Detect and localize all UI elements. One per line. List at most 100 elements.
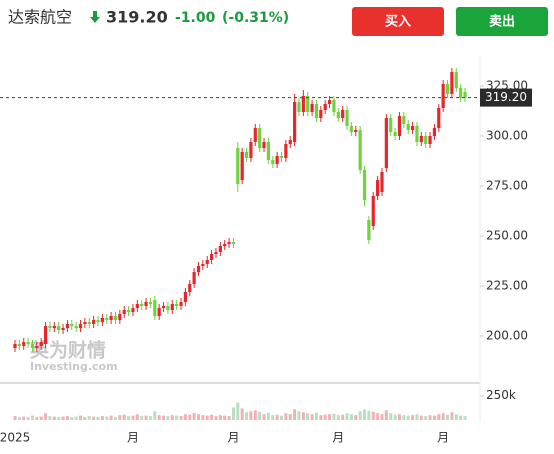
volume-bar [415,414,419,420]
candle-body [341,110,345,118]
volume-bar [214,416,218,420]
candle-body [87,322,91,324]
volume-bar [293,409,297,420]
volume-bar [428,415,432,420]
candle-body [179,302,183,306]
volume-bar [48,416,52,420]
candle-body [459,88,463,98]
volume-bar [140,416,144,420]
candle-body [205,260,209,264]
volume-bar [52,416,56,420]
volume-bar [135,414,139,420]
volume-bar [371,411,375,420]
volume-bar [406,415,410,420]
volume-bar [170,415,174,420]
candle-body [314,104,319,118]
volume-bar [349,414,353,420]
volume-bar [341,414,345,420]
candle-body [35,346,39,348]
buy-label[interactable]: 买入 [385,15,411,30]
volume-bar [35,417,39,420]
x-tick-label: 2025 [0,431,30,445]
volume-bar [92,416,96,420]
candle-body [118,314,122,320]
volume-bar [419,415,423,420]
candle-body [96,320,100,322]
volume-bar [70,417,74,420]
volume-bar [122,414,126,420]
candle-body [30,344,35,348]
volume-bar [118,415,122,420]
candle-body [109,316,113,320]
volume-bar [87,416,91,420]
candle-body [157,308,161,316]
candle-body [201,264,205,266]
volume-bar [275,414,279,420]
x-tick-label: 月 [127,431,139,445]
volume-bar [57,417,61,420]
volume-bar [336,415,340,420]
candle-body [376,180,380,196]
volume-bar [376,413,380,420]
volume-bar [284,413,288,420]
candle-body [240,152,244,180]
volume-bar [105,416,109,420]
candle-body [362,170,367,200]
y-tick-label: 250.00 [486,229,528,243]
price: 319.20 [106,8,168,27]
candle-body [105,318,109,320]
candle-body [78,324,83,328]
volume-bar [148,416,152,420]
candle-body [166,306,170,310]
x-tick-label: 月 [227,431,239,445]
candle-body [253,128,257,142]
candle-body [445,84,450,94]
buy-button[interactable] [352,7,444,36]
candle-body [135,304,139,308]
volume-bar [367,410,371,420]
volume-bar [96,417,100,420]
watermark: 英为财情 [30,339,106,362]
volume-bar [162,415,166,420]
volume-bar [179,416,183,420]
candle-body [22,342,26,346]
volume-bar [65,416,69,420]
candle-body [140,304,144,306]
candle-body [441,84,445,108]
volume-tick-label: 250k [486,388,516,402]
candle-body [131,308,135,312]
candle-body [214,252,218,254]
candle-body [380,172,384,192]
candle-body [17,344,21,346]
volume-bar [402,415,406,420]
candle-body [327,100,332,104]
candle-body [393,132,397,136]
x-tick-label: 月 [437,431,449,445]
sell-button[interactable] [456,7,548,36]
volume-bar [446,414,450,420]
candle-body [389,118,393,132]
sell-label[interactable]: 卖出 [489,14,515,30]
candle-body [244,152,249,158]
volume-bar [144,415,148,420]
candle-body [367,220,371,240]
volume-bar [245,412,249,420]
candle-body [349,126,354,132]
volume-bar [192,413,196,420]
candle-body [450,72,454,94]
candle-body [74,326,78,328]
candle-body [65,324,70,328]
volume-bar [109,415,113,420]
candle-body [26,342,30,344]
volume-bar [432,415,436,420]
candle-body [345,110,349,126]
last-price-label: 319.20 [485,90,527,104]
volume-bar [454,414,458,420]
volume-bar [306,413,310,420]
candle-body [319,110,323,118]
change-pct: (-0.31%) [222,10,289,26]
candle-body [262,142,266,148]
volume-bar [397,414,401,420]
volume-bar [358,411,362,420]
